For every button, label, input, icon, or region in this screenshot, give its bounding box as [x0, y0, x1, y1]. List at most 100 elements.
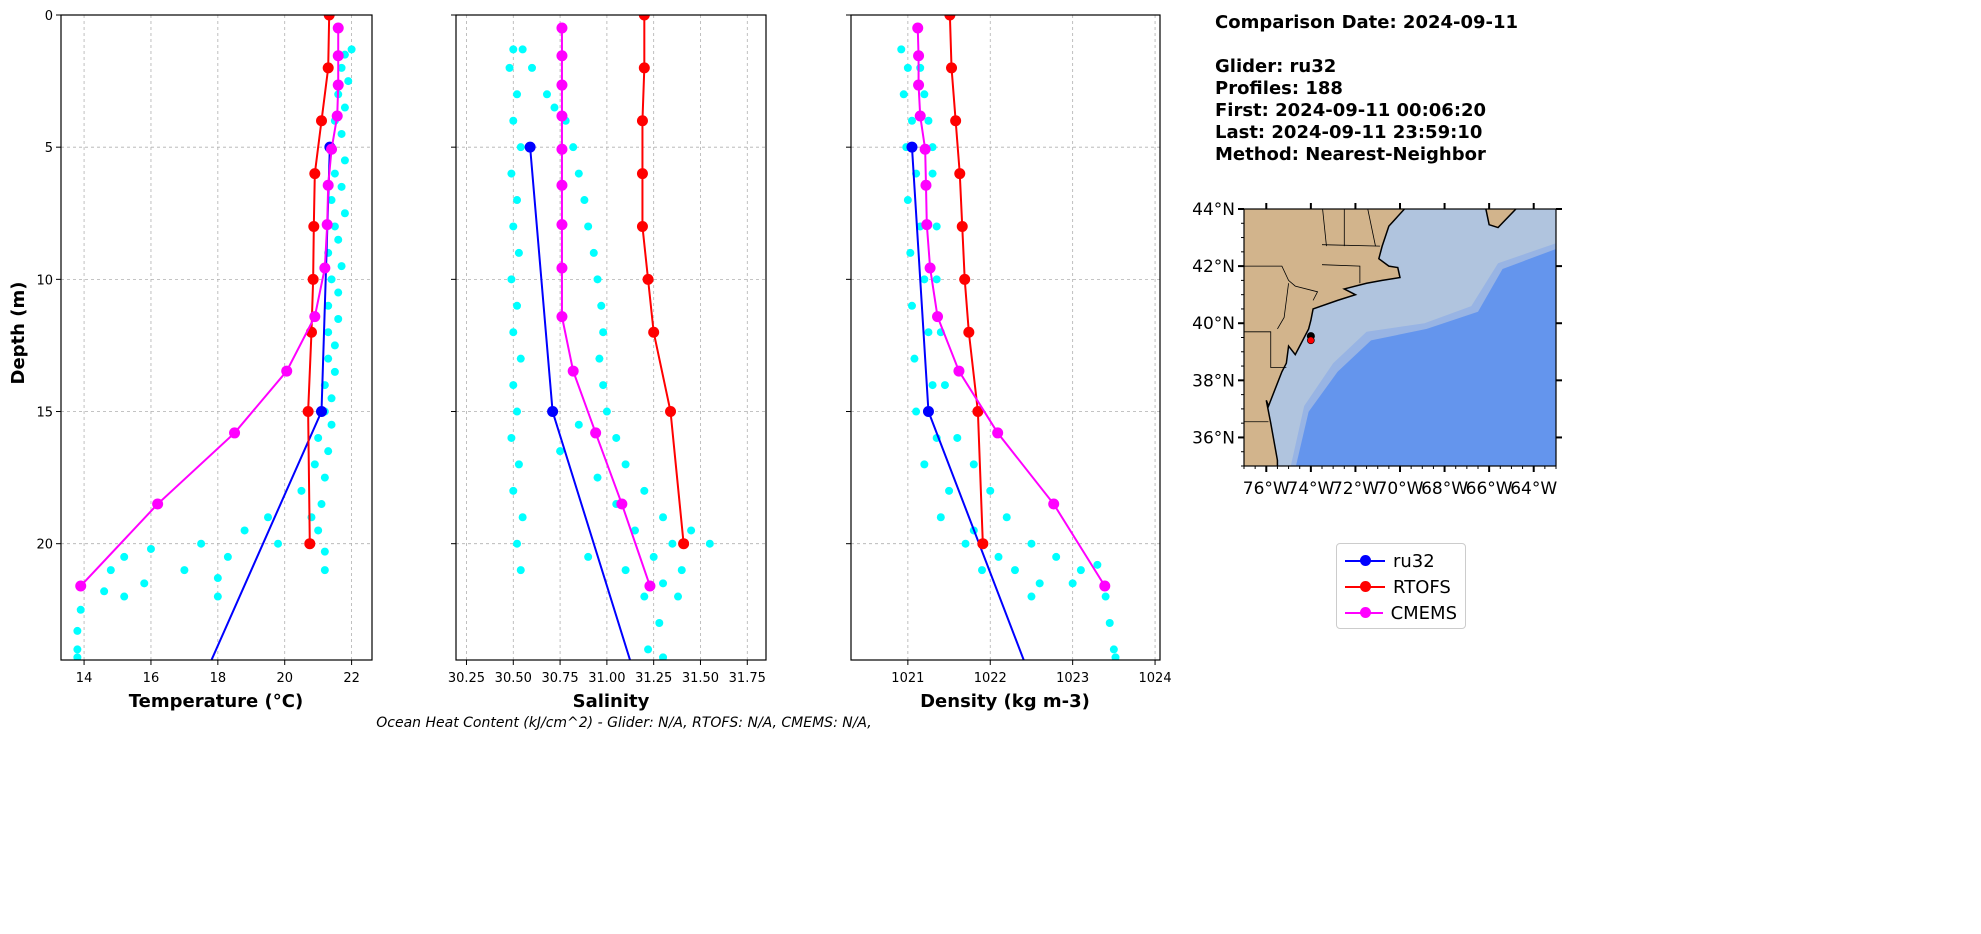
glider-point	[903, 63, 912, 72]
y-tick-label: 20	[36, 538, 53, 553]
glider-point	[705, 539, 714, 548]
state-border	[1322, 209, 1327, 247]
glider-point	[924, 116, 933, 125]
cmems-point	[912, 22, 924, 34]
glider-point	[505, 63, 514, 72]
glider-point	[213, 592, 222, 601]
rtofs-point	[950, 115, 962, 127]
x-tick-label: 22	[343, 671, 360, 686]
glider-point	[180, 566, 189, 575]
glider-point	[668, 539, 677, 548]
cmems-point	[556, 179, 568, 191]
lon-tick-label: 68°W	[1421, 479, 1468, 499]
glider-point	[986, 486, 995, 495]
cmems-point	[332, 50, 344, 62]
y-axis-label: Depth (m)	[8, 282, 29, 385]
cmems-point	[319, 262, 331, 274]
rtofs-point	[977, 538, 989, 550]
glider-point	[334, 314, 343, 323]
glider-point	[340, 209, 349, 218]
x-axis-label-temperature: Temperature (°C)	[129, 691, 303, 712]
rtofs-point	[956, 220, 968, 232]
cmems-point	[556, 262, 568, 274]
x-tick-label: 1024	[1139, 671, 1172, 686]
rtofs-line-icon	[1345, 581, 1385, 592]
cmems-point	[229, 427, 241, 439]
x-tick-label: 1021	[891, 671, 924, 686]
glider-point	[945, 486, 954, 495]
cmems-point	[590, 427, 602, 439]
glider-point	[659, 513, 668, 522]
glider-point	[514, 460, 523, 469]
glider-point	[1035, 579, 1044, 588]
glider-point	[897, 45, 906, 54]
panel-1: 30.25 30.50 30.75 31.00 31.25 31.50 31.75	[448, 14, 767, 686]
glider-point	[507, 275, 516, 284]
glider-point	[569, 143, 578, 152]
glider-point	[953, 433, 962, 442]
glider-point	[73, 645, 82, 654]
glider-point	[580, 196, 589, 205]
map-land	[1244, 209, 1406, 466]
cmems-point	[556, 219, 568, 231]
x-tick-label: 30.25	[448, 671, 485, 686]
rtofs-point	[302, 406, 314, 418]
rtofs-point	[636, 168, 648, 180]
panel-2: 1021 1022 1023 1024	[846, 14, 1172, 686]
cmems-point	[567, 365, 579, 377]
ru32-point	[922, 406, 934, 418]
glider-point	[509, 486, 518, 495]
cmems-line	[560, 27, 651, 587]
map-state-borders	[1244, 209, 1380, 423]
axes-frame	[455, 14, 767, 661]
glider-point	[556, 447, 565, 456]
glider-point	[602, 407, 611, 416]
glider-point	[1111, 653, 1120, 660]
glider-point	[330, 341, 339, 350]
glider-location-marker	[1307, 336, 1315, 345]
glider-point	[920, 460, 929, 469]
glider-point	[240, 526, 249, 535]
cmems-point	[913, 50, 925, 62]
glider-point	[1093, 560, 1102, 569]
glider-point	[677, 566, 686, 575]
y-tick-label: 15	[36, 406, 53, 421]
glider-point	[593, 275, 602, 284]
glider-point	[140, 579, 149, 588]
glider-point	[330, 169, 339, 178]
glider-point	[687, 526, 696, 535]
rtofs-point	[304, 538, 316, 550]
glider-point	[584, 222, 593, 231]
cmems-point	[1099, 580, 1111, 592]
glider-point	[621, 460, 630, 469]
cmems-point	[919, 143, 931, 155]
x-tick-label: 1023	[1056, 671, 1089, 686]
glider-point	[314, 526, 323, 535]
glider-point	[340, 156, 349, 165]
glider-point	[106, 566, 115, 575]
glider-point	[146, 544, 155, 553]
plot-area	[897, 15, 1120, 660]
cmems-point	[326, 143, 338, 155]
glider-point	[1010, 566, 1019, 575]
cmems-point	[913, 79, 925, 91]
cmems-point	[556, 143, 568, 155]
glider-point	[928, 169, 937, 178]
state-border	[1321, 244, 1380, 247]
cmems-point	[953, 365, 965, 377]
rtofs-point	[678, 538, 690, 550]
glider-point	[932, 222, 941, 231]
glider-point	[344, 77, 353, 86]
glider-point	[320, 473, 329, 482]
legend-label: CMEMS	[1390, 602, 1457, 624]
glider-point	[936, 513, 945, 522]
x-axis-label-density: Density (kg m-3)	[920, 691, 1090, 712]
cmems-line	[80, 27, 340, 587]
glider-point	[263, 513, 272, 522]
glider-point	[1002, 513, 1011, 522]
glider-point	[928, 381, 937, 390]
x-tick-label: 31.75	[729, 671, 766, 686]
cmems-point	[921, 219, 933, 231]
cmems-point	[644, 580, 656, 592]
